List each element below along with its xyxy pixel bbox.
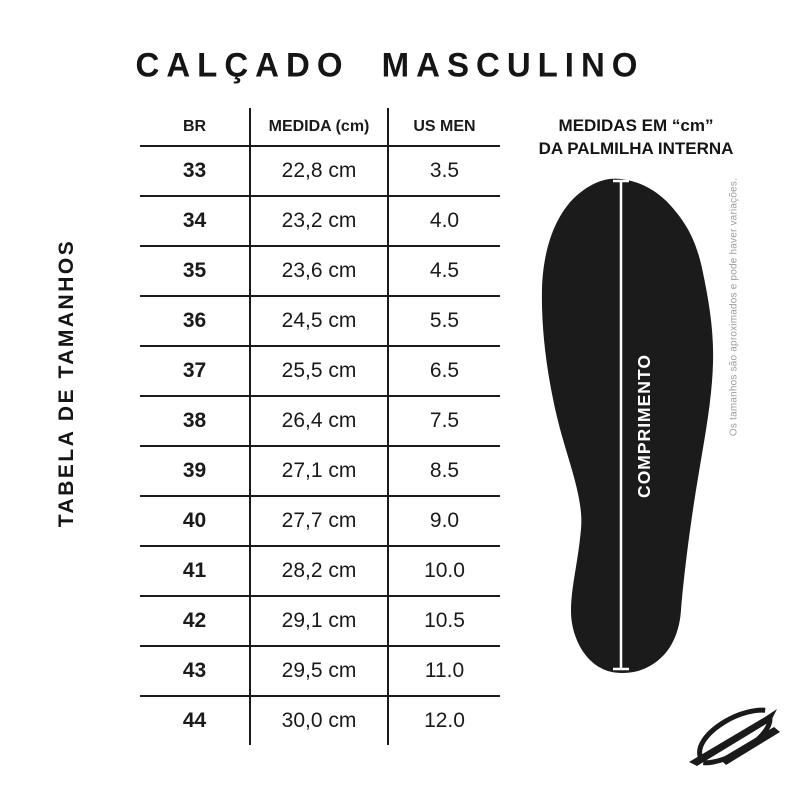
cell-us-size: 9.0 — [388, 496, 500, 547]
cell-medida-cm: 25,5 cm — [250, 346, 389, 397]
length-label: COMPRIMENTO — [634, 354, 654, 498]
length-measure-line — [613, 179, 629, 671]
cell-medida-cm: 29,5 cm — [250, 646, 389, 697]
cell-us-size: 3.5 — [388, 146, 500, 197]
insole-heading-line2: DA PALMILHA INTERNA — [538, 139, 734, 158]
cell-br-size: 35 — [140, 246, 251, 297]
insole-measure-heading: MEDIDAS EM “cm” DA PALMILHA INTERNA — [520, 114, 752, 160]
cell-us-size: 7.5 — [388, 396, 500, 447]
table-row: 41 28,2 cm 10.0 — [140, 546, 500, 597]
cell-medida-cm: 28,2 cm — [250, 546, 389, 597]
cell-br-size: 41 — [140, 546, 251, 597]
table-row: 43 29,5 cm 11.0 — [140, 646, 500, 697]
size-disclaimer-note: Os tamanhos são aproximados e pode haver… — [728, 177, 740, 437]
column-header-us-men: US MEN — [388, 108, 500, 147]
cell-br-size: 40 — [140, 496, 251, 547]
insole-illustration: COMPRIMENTO — [541, 178, 714, 673]
cell-us-size: 6.5 — [388, 346, 500, 397]
table-row: 38 26,4 cm 7.5 — [140, 396, 500, 447]
cell-br-size: 42 — [140, 596, 251, 647]
table-row: 40 27,7 cm 9.0 — [140, 496, 500, 547]
column-header-br: BR — [140, 108, 251, 147]
insole-silhouette — [541, 178, 714, 673]
cell-us-size: 4.5 — [388, 246, 500, 297]
brand-logo-icon — [689, 707, 780, 766]
table-row: 39 27,1 cm 8.5 — [140, 446, 500, 497]
cell-br-size: 38 — [140, 396, 251, 447]
column-header-medida: MEDIDA (cm) — [250, 108, 389, 147]
table-row: 44 30,0 cm 12.0 — [140, 696, 500, 745]
cell-br-size: 43 — [140, 646, 251, 697]
cell-br-size: 33 — [140, 146, 251, 197]
table-row: 34 23,2 cm 4.0 — [140, 196, 500, 247]
size-table-body: 33 22,8 cm 3.5 34 23,2 cm 4.0 35 23,6 cm… — [140, 146, 500, 745]
cell-medida-cm: 27,1 cm — [250, 446, 389, 497]
cell-medida-cm: 24,5 cm — [250, 296, 389, 347]
table-row: 33 22,8 cm 3.5 — [140, 146, 500, 197]
cell-medida-cm: 23,6 cm — [250, 246, 389, 297]
cell-medida-cm: 22,8 cm — [250, 146, 389, 197]
cell-us-size: 5.5 — [388, 296, 500, 347]
table-row: 37 25,5 cm 6.5 — [140, 346, 500, 397]
page-title: CALÇADO MASCULINO — [135, 45, 645, 84]
cell-br-size: 44 — [140, 696, 251, 745]
size-table: BR MEDIDA (cm) US MEN 33 22,8 cm 3.5 34 … — [140, 108, 500, 745]
table-row: 42 29,1 cm 10.5 — [140, 596, 500, 647]
side-label-tabela-de-tamanhos: TABELA DE TAMANHOS — [55, 238, 78, 528]
cell-medida-cm: 23,2 cm — [250, 196, 389, 247]
cell-us-size: 4.0 — [388, 196, 500, 247]
insole-heading-line1: MEDIDAS EM “cm” — [558, 116, 714, 135]
cell-us-size: 11.0 — [388, 646, 500, 697]
table-row: 36 24,5 cm 5.5 — [140, 296, 500, 347]
cell-us-size: 10.5 — [388, 596, 500, 647]
size-table-header: BR MEDIDA (cm) US MEN — [140, 108, 500, 147]
cell-br-size: 36 — [140, 296, 251, 347]
cell-br-size: 37 — [140, 346, 251, 397]
cell-medida-cm: 30,0 cm — [250, 696, 389, 745]
cell-medida-cm: 26,4 cm — [250, 396, 389, 447]
cell-us-size: 8.5 — [388, 446, 500, 497]
cell-br-size: 39 — [140, 446, 251, 497]
table-row: 35 23,6 cm 4.5 — [140, 246, 500, 297]
cell-medida-cm: 27,7 cm — [250, 496, 389, 547]
cell-medida-cm: 29,1 cm — [250, 596, 389, 647]
cell-us-size: 10.0 — [388, 546, 500, 597]
cell-br-size: 34 — [140, 196, 251, 247]
cell-us-size: 12.0 — [424, 709, 465, 732]
